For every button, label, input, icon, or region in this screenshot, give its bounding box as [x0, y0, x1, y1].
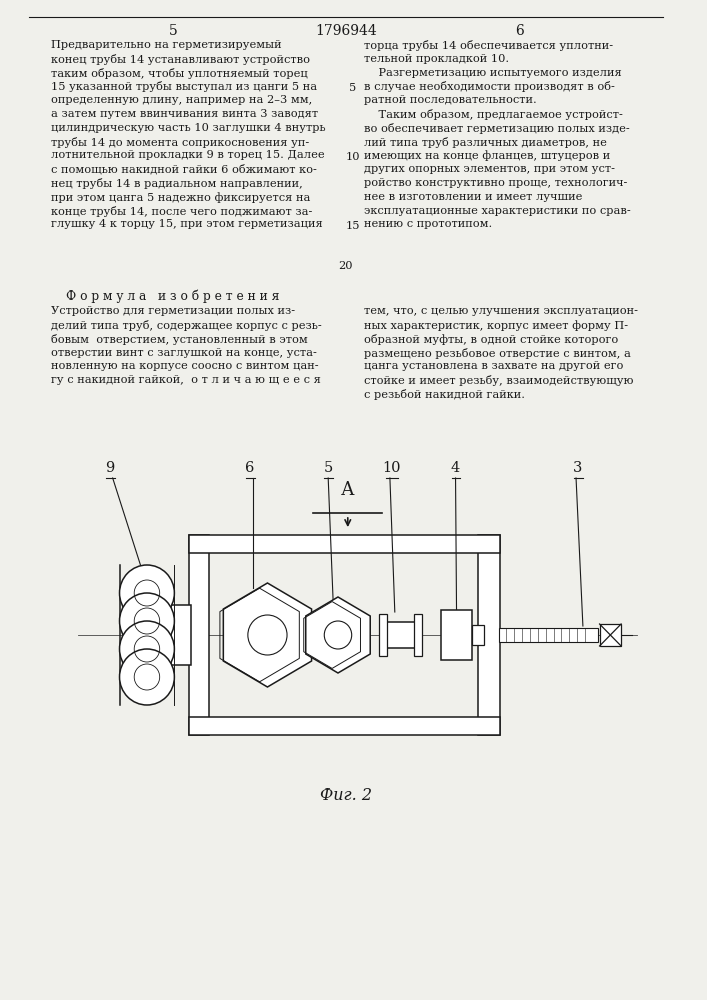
Text: лотнительной прокладки 9 в торец 15. Далее: лотнительной прокладки 9 в торец 15. Дал… [51, 150, 325, 160]
Text: таким образом, чтобы уплотняемый торец: таким образом, чтобы уплотняемый торец [51, 68, 308, 79]
Text: во обеспечивает герметизацию полых изде-: во обеспечивает герметизацию полых изде- [364, 123, 630, 134]
Circle shape [325, 621, 351, 649]
Text: цилиндрическую часть 10 заглушки 4 внутрь: цилиндрическую часть 10 заглушки 4 внутр… [51, 123, 325, 133]
Text: Разгерметизацию испытуемого изделия: Разгерметизацию испытуемого изделия [364, 68, 622, 78]
Text: с резьбой накидной гайки.: с резьбой накидной гайки. [364, 389, 525, 400]
Text: ных характеристик, корпус имеет форму П-: ных характеристик, корпус имеет форму П- [364, 320, 629, 331]
Text: ройство конструктивно проще, технологич-: ройство конструктивно проще, технологич- [364, 178, 628, 188]
Text: имеющих на конце фланцев, штуцеров и: имеющих на конце фланцев, штуцеров и [364, 150, 611, 161]
Text: новленную на корпусе соосно с винтом цан-: новленную на корпусе соосно с винтом цан… [51, 361, 319, 371]
Circle shape [119, 565, 175, 621]
Text: определенную длину, например на 2–3 мм,: определенную длину, например на 2–3 мм, [51, 95, 312, 105]
Text: отверстии винт с заглушкой на конце, уста-: отверстии винт с заглушкой на конце, уст… [51, 348, 317, 358]
Text: размещено резьбовое отверстие с винтом, а: размещено резьбовое отверстие с винтом, … [364, 348, 631, 359]
Text: трубы 14 до момента соприкосновения уп-: трубы 14 до момента соприкосновения уп- [51, 137, 309, 148]
Text: торца трубы 14 обеспечивается уплотни-: торца трубы 14 обеспечивается уплотни- [364, 40, 614, 51]
Text: 6: 6 [245, 461, 255, 475]
Bar [478, 535, 500, 735]
Text: 5: 5 [169, 24, 177, 38]
Bar [171, 605, 191, 665]
Text: Предварительно на герметизируемый: Предварительно на герметизируемый [51, 40, 281, 50]
Text: нец трубы 14 в радиальном направлении,: нец трубы 14 в радиальном направлении, [51, 178, 303, 189]
Text: стойке и имеет резьбу, взаимодействующую: стойке и имеет резьбу, взаимодействующую [364, 375, 634, 386]
Text: других опорных элементов, при этом уст-: других опорных элементов, при этом уст- [364, 164, 615, 174]
Text: Ф о р м у л а   и з о б р е т е н и я: Ф о р м у л а и з о б р е т е н и я [66, 289, 279, 303]
Bar [498, 628, 597, 642]
Bar [414, 614, 422, 656]
Text: 5: 5 [324, 461, 333, 475]
Text: 10: 10 [382, 461, 401, 475]
Text: тельной прокладкой 10.: тельной прокладкой 10. [364, 54, 510, 64]
Text: 15 указанной трубы выступал из цанги 5 на: 15 указанной трубы выступал из цанги 5 н… [51, 81, 317, 92]
Text: делий типа труб, содержащее корпус с резь-: делий типа труб, содержащее корпус с рез… [51, 320, 322, 331]
Bar [441, 610, 472, 660]
Text: глушку 4 к торцу 15, при этом герметизация: глушку 4 к торцу 15, при этом герметизац… [51, 219, 322, 229]
Polygon shape [305, 597, 370, 673]
Text: 15: 15 [346, 221, 360, 231]
Bar [600, 624, 621, 646]
Text: 20: 20 [339, 261, 353, 271]
Bar [379, 614, 387, 656]
Text: А: А [341, 481, 355, 499]
Text: образной муфты, в одной стойке которого: образной муфты, в одной стойке которого [364, 334, 619, 345]
Text: при этом цанга 5 надежно фиксируется на: при этом цанга 5 надежно фиксируется на [51, 192, 310, 203]
Bar [189, 535, 209, 735]
Circle shape [119, 621, 175, 677]
Text: 1796944: 1796944 [315, 24, 377, 38]
Text: 5: 5 [349, 83, 356, 93]
Text: 9: 9 [105, 461, 115, 475]
Text: бовым  отверстием, установленный в этом: бовым отверстием, установленный в этом [51, 334, 308, 345]
Text: 4: 4 [451, 461, 460, 475]
Bar [189, 535, 500, 553]
Bar [189, 717, 500, 735]
Text: эксплуатационные характеристики по срав-: эксплуатационные характеристики по срав- [364, 206, 631, 216]
Text: 10: 10 [346, 152, 360, 162]
Text: Таким образом, предлагаемое устройст-: Таким образом, предлагаемое устройст- [364, 109, 624, 120]
Text: а затем путем ввинчивания винта 3 заводят: а затем путем ввинчивания винта 3 заводя… [51, 109, 318, 119]
Text: нению с прототипом.: нению с прототипом. [364, 219, 493, 229]
Text: цанга установлена в захвате на другой его: цанга установлена в захвате на другой ег… [364, 361, 624, 371]
Text: нее в изготовлении и имеет лучшие: нее в изготовлении и имеет лучшие [364, 192, 583, 202]
Text: конце трубы 14, после чего поджимают за-: конце трубы 14, после чего поджимают за- [51, 206, 312, 217]
Circle shape [119, 649, 175, 705]
Text: Устройство для герметизации полых из-: Устройство для герметизации полых из- [51, 306, 295, 316]
Text: 6: 6 [515, 24, 524, 38]
Text: 3: 3 [573, 461, 583, 475]
Bar [472, 625, 484, 645]
Bar [385, 622, 416, 648]
Text: ратной последовательности.: ратной последовательности. [364, 95, 537, 105]
Text: с помощью накидной гайки 6 обжимают ко-: с помощью накидной гайки 6 обжимают ко- [51, 164, 317, 175]
Circle shape [248, 615, 287, 655]
Text: гу с накидной гайкой,  о т л и ч а ю щ е е с я: гу с накидной гайкой, о т л и ч а ю щ е … [51, 375, 321, 385]
Text: Фиг. 2: Фиг. 2 [320, 786, 372, 804]
Text: конец трубы 14 устанавливают устройство: конец трубы 14 устанавливают устройство [51, 54, 310, 65]
Polygon shape [223, 583, 312, 687]
Text: тем, что, с целью улучшения эксплуатацион-: тем, что, с целью улучшения эксплуатацио… [364, 306, 638, 316]
Text: в случае необходимости производят в об-: в случае необходимости производят в об- [364, 81, 615, 92]
Text: лий типа труб различных диаметров, не: лий типа труб различных диаметров, не [364, 137, 607, 148]
Circle shape [119, 593, 175, 649]
